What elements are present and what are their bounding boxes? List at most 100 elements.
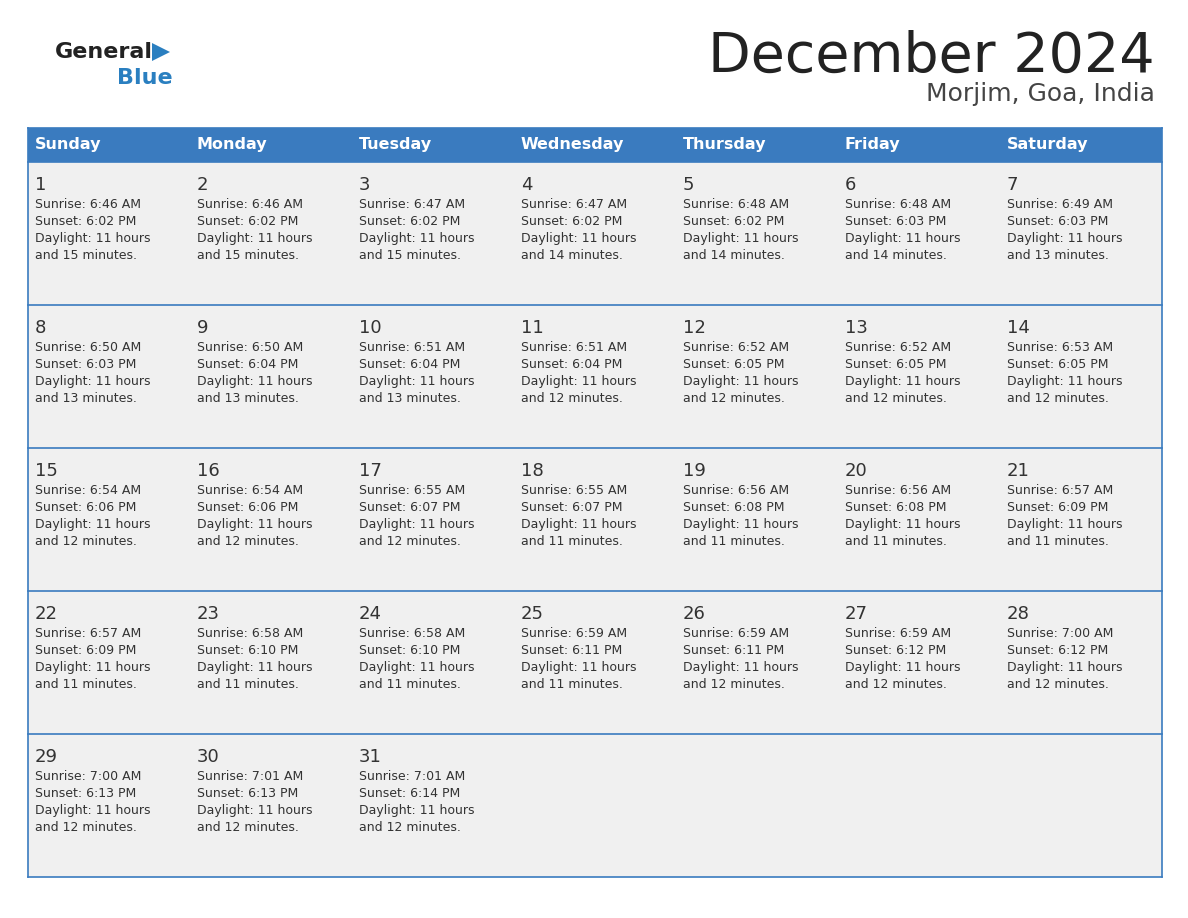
Text: and 12 minutes.: and 12 minutes. xyxy=(34,535,137,548)
Text: Daylight: 11 hours: Daylight: 11 hours xyxy=(34,661,151,674)
Text: Daylight: 11 hours: Daylight: 11 hours xyxy=(522,518,637,531)
Text: and 13 minutes.: and 13 minutes. xyxy=(34,392,137,405)
Text: Sunrise: 6:58 AM: Sunrise: 6:58 AM xyxy=(359,627,466,640)
Text: 5: 5 xyxy=(683,176,695,194)
Text: and 13 minutes.: and 13 minutes. xyxy=(359,392,461,405)
Text: Sunrise: 7:01 AM: Sunrise: 7:01 AM xyxy=(359,770,466,783)
Text: Sunrise: 6:47 AM: Sunrise: 6:47 AM xyxy=(522,198,627,211)
Text: Daylight: 11 hours: Daylight: 11 hours xyxy=(683,375,798,388)
Text: 1: 1 xyxy=(34,176,46,194)
Text: Sunrise: 7:00 AM: Sunrise: 7:00 AM xyxy=(34,770,141,783)
Text: Daylight: 11 hours: Daylight: 11 hours xyxy=(845,518,961,531)
Text: and 14 minutes.: and 14 minutes. xyxy=(522,249,623,262)
Text: Daylight: 11 hours: Daylight: 11 hours xyxy=(845,661,961,674)
Text: Sunset: 6:13 PM: Sunset: 6:13 PM xyxy=(34,787,137,800)
Text: Sunset: 6:02 PM: Sunset: 6:02 PM xyxy=(683,215,784,228)
Text: 26: 26 xyxy=(683,605,706,623)
Text: Wednesday: Wednesday xyxy=(522,138,625,152)
Text: 16: 16 xyxy=(197,462,220,480)
Text: Sunrise: 6:57 AM: Sunrise: 6:57 AM xyxy=(1007,484,1113,497)
Text: Daylight: 11 hours: Daylight: 11 hours xyxy=(359,661,474,674)
Text: General: General xyxy=(55,42,153,62)
Polygon shape xyxy=(152,43,170,61)
Text: Daylight: 11 hours: Daylight: 11 hours xyxy=(197,661,312,674)
Text: Sunset: 6:07 PM: Sunset: 6:07 PM xyxy=(359,501,461,514)
Bar xyxy=(29,162,1162,305)
Text: and 15 minutes.: and 15 minutes. xyxy=(359,249,461,262)
Text: 7: 7 xyxy=(1007,176,1018,194)
Bar xyxy=(29,128,190,162)
Text: Sunset: 6:03 PM: Sunset: 6:03 PM xyxy=(34,358,137,371)
Text: Sunset: 6:11 PM: Sunset: 6:11 PM xyxy=(522,644,623,657)
Text: Daylight: 11 hours: Daylight: 11 hours xyxy=(34,232,151,245)
Text: and 11 minutes.: and 11 minutes. xyxy=(197,678,299,691)
Text: Daylight: 11 hours: Daylight: 11 hours xyxy=(1007,375,1123,388)
Text: Sunset: 6:03 PM: Sunset: 6:03 PM xyxy=(1007,215,1108,228)
Text: 14: 14 xyxy=(1007,319,1030,337)
Text: and 12 minutes.: and 12 minutes. xyxy=(845,678,947,691)
Text: 30: 30 xyxy=(197,748,220,766)
Text: Daylight: 11 hours: Daylight: 11 hours xyxy=(845,232,961,245)
Text: 10: 10 xyxy=(359,319,381,337)
Text: and 12 minutes.: and 12 minutes. xyxy=(197,821,299,834)
Text: 27: 27 xyxy=(845,605,868,623)
Text: Sunrise: 6:52 AM: Sunrise: 6:52 AM xyxy=(845,341,952,354)
Text: Sunrise: 6:57 AM: Sunrise: 6:57 AM xyxy=(34,627,141,640)
Text: 29: 29 xyxy=(34,748,58,766)
Text: 2: 2 xyxy=(197,176,209,194)
Text: Sunrise: 6:59 AM: Sunrise: 6:59 AM xyxy=(845,627,952,640)
Text: 31: 31 xyxy=(359,748,381,766)
Text: Sunrise: 6:53 AM: Sunrise: 6:53 AM xyxy=(1007,341,1113,354)
Text: 18: 18 xyxy=(522,462,544,480)
Text: Sunrise: 6:59 AM: Sunrise: 6:59 AM xyxy=(522,627,627,640)
Text: Daylight: 11 hours: Daylight: 11 hours xyxy=(197,518,312,531)
Text: Sunset: 6:02 PM: Sunset: 6:02 PM xyxy=(522,215,623,228)
Text: Sunrise: 6:46 AM: Sunrise: 6:46 AM xyxy=(34,198,141,211)
Text: Sunset: 6:14 PM: Sunset: 6:14 PM xyxy=(359,787,460,800)
Text: Friday: Friday xyxy=(845,138,901,152)
Text: and 12 minutes.: and 12 minutes. xyxy=(1007,392,1108,405)
Bar xyxy=(190,128,352,162)
Text: Daylight: 11 hours: Daylight: 11 hours xyxy=(34,518,151,531)
Text: and 12 minutes.: and 12 minutes. xyxy=(197,535,299,548)
Text: Sunset: 6:08 PM: Sunset: 6:08 PM xyxy=(845,501,947,514)
Text: 11: 11 xyxy=(522,319,544,337)
Bar xyxy=(29,734,1162,877)
Text: Blue: Blue xyxy=(116,68,172,88)
Text: and 11 minutes.: and 11 minutes. xyxy=(522,678,623,691)
Text: and 12 minutes.: and 12 minutes. xyxy=(522,392,623,405)
Text: Daylight: 11 hours: Daylight: 11 hours xyxy=(359,804,474,817)
Text: Sunrise: 6:51 AM: Sunrise: 6:51 AM xyxy=(522,341,627,354)
Text: and 12 minutes.: and 12 minutes. xyxy=(683,678,785,691)
Text: and 13 minutes.: and 13 minutes. xyxy=(1007,249,1108,262)
Text: 28: 28 xyxy=(1007,605,1030,623)
Text: 15: 15 xyxy=(34,462,58,480)
Text: and 12 minutes.: and 12 minutes. xyxy=(1007,678,1108,691)
Text: Sunrise: 6:55 AM: Sunrise: 6:55 AM xyxy=(359,484,466,497)
Text: Daylight: 11 hours: Daylight: 11 hours xyxy=(34,375,151,388)
Text: Daylight: 11 hours: Daylight: 11 hours xyxy=(683,232,798,245)
Text: Daylight: 11 hours: Daylight: 11 hours xyxy=(359,375,474,388)
Text: and 12 minutes.: and 12 minutes. xyxy=(359,535,461,548)
Text: Sunset: 6:12 PM: Sunset: 6:12 PM xyxy=(845,644,947,657)
Text: Sunrise: 6:55 AM: Sunrise: 6:55 AM xyxy=(522,484,627,497)
Text: 19: 19 xyxy=(683,462,706,480)
Text: Daylight: 11 hours: Daylight: 11 hours xyxy=(522,232,637,245)
Text: and 14 minutes.: and 14 minutes. xyxy=(683,249,785,262)
Text: Sunset: 6:08 PM: Sunset: 6:08 PM xyxy=(683,501,784,514)
Text: and 12 minutes.: and 12 minutes. xyxy=(34,821,137,834)
Text: Sunset: 6:11 PM: Sunset: 6:11 PM xyxy=(683,644,784,657)
Text: Sunrise: 6:54 AM: Sunrise: 6:54 AM xyxy=(197,484,303,497)
Text: Sunset: 6:04 PM: Sunset: 6:04 PM xyxy=(522,358,623,371)
Text: Daylight: 11 hours: Daylight: 11 hours xyxy=(522,375,637,388)
Text: Sunrise: 6:52 AM: Sunrise: 6:52 AM xyxy=(683,341,789,354)
Text: and 12 minutes.: and 12 minutes. xyxy=(845,392,947,405)
Text: and 11 minutes.: and 11 minutes. xyxy=(683,535,785,548)
Text: 8: 8 xyxy=(34,319,46,337)
Bar xyxy=(29,448,1162,591)
Text: Saturday: Saturday xyxy=(1007,138,1088,152)
Text: 23: 23 xyxy=(197,605,220,623)
Text: Sunset: 6:02 PM: Sunset: 6:02 PM xyxy=(197,215,298,228)
Text: Sunset: 6:13 PM: Sunset: 6:13 PM xyxy=(197,787,298,800)
Text: Sunset: 6:04 PM: Sunset: 6:04 PM xyxy=(359,358,461,371)
